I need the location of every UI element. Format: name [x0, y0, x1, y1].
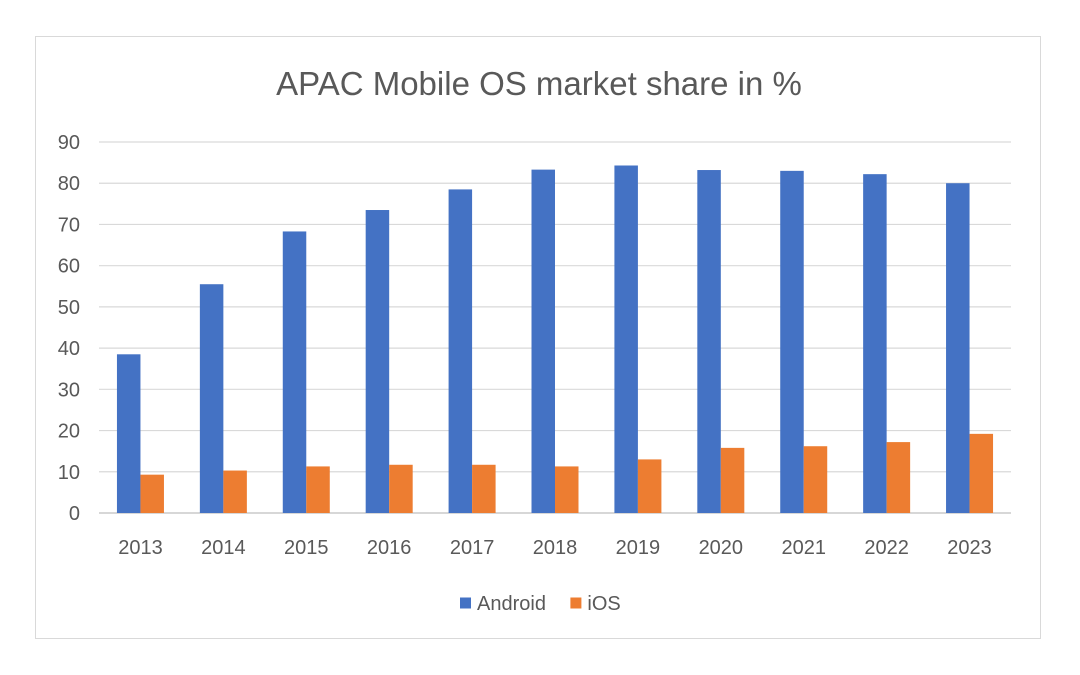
bars [116, 165, 994, 514]
x-tick-label: 2023 [947, 537, 992, 559]
bar-ios-2016 [389, 464, 413, 513]
legend-label-android: Android [477, 593, 546, 615]
bar-android-2023 [946, 183, 970, 513]
x-tick-label: 2018 [533, 537, 578, 559]
y-tick-label: 50 [58, 297, 80, 319]
bar-ios-2014 [223, 470, 247, 513]
legend-swatch-android [460, 597, 471, 609]
bar-android-2021 [780, 170, 804, 513]
y-tick-label: 10 [58, 462, 80, 484]
y-tick-label: 60 [58, 256, 80, 278]
bar-android-2016 [365, 210, 390, 513]
bar-ios-2020 [720, 447, 745, 513]
chart-svg: APAC Mobile OS market share in % 0 10 20 30… [58, 65, 1011, 615]
bar-ios-2021 [803, 446, 828, 513]
bar-ios-2017 [472, 464, 496, 513]
bar-android-2019 [614, 165, 638, 513]
legend-label-ios: iOS [587, 593, 620, 615]
chart-frame: APAC Mobile OS market share in % 0 10 20 30… [35, 36, 1041, 639]
y-tick-label: 20 [58, 421, 80, 443]
x-tick-label: 2014 [201, 537, 246, 559]
legend-swatch-ios [570, 597, 582, 609]
x-tick-label: 2019 [616, 537, 661, 559]
x-tick-label: 2022 [864, 537, 909, 559]
bar-android-2022 [863, 174, 887, 514]
y-tick-label: 0 [69, 503, 80, 525]
bar-ios-2019 [637, 459, 662, 513]
bar-android-2014 [199, 284, 224, 513]
x-tick-label: 2021 [781, 537, 826, 559]
x-tick-label: 2020 [699, 537, 744, 559]
y-tick-label: 90 [58, 132, 80, 154]
x-tick-label: 2013 [118, 537, 163, 559]
bar-ios-2023 [969, 433, 994, 513]
bar-ios-2018 [555, 466, 579, 513]
y-axis-ticks: 0 10 20 30 40 50 60 70 80 90 [58, 132, 80, 525]
chart-title: APAC Mobile OS market share in % [276, 65, 802, 102]
x-tick-label: 2016 [367, 537, 412, 559]
y-tick-label: 70 [58, 214, 80, 236]
x-tick-label: 2015 [284, 537, 329, 559]
bar-android-2018 [531, 169, 555, 513]
y-tick-label: 40 [58, 338, 80, 360]
bar-android-2020 [697, 170, 721, 513]
bar-ios-2015 [306, 466, 330, 513]
y-tick-label: 80 [58, 173, 80, 195]
bar-ios-2013 [140, 474, 164, 513]
bar-ios-2022 [886, 442, 911, 513]
bar-android-2017 [448, 189, 473, 513]
bar-android-2015 [282, 231, 307, 514]
x-tick-label: 2017 [450, 537, 495, 559]
bar-android-2013 [116, 354, 141, 513]
x-axis-ticks: 2013 2014 2015 2016 2017 2018 2019 2020 2021 2022… [118, 537, 992, 559]
legend: Android iOS [460, 593, 621, 615]
y-tick-label: 30 [58, 379, 80, 401]
